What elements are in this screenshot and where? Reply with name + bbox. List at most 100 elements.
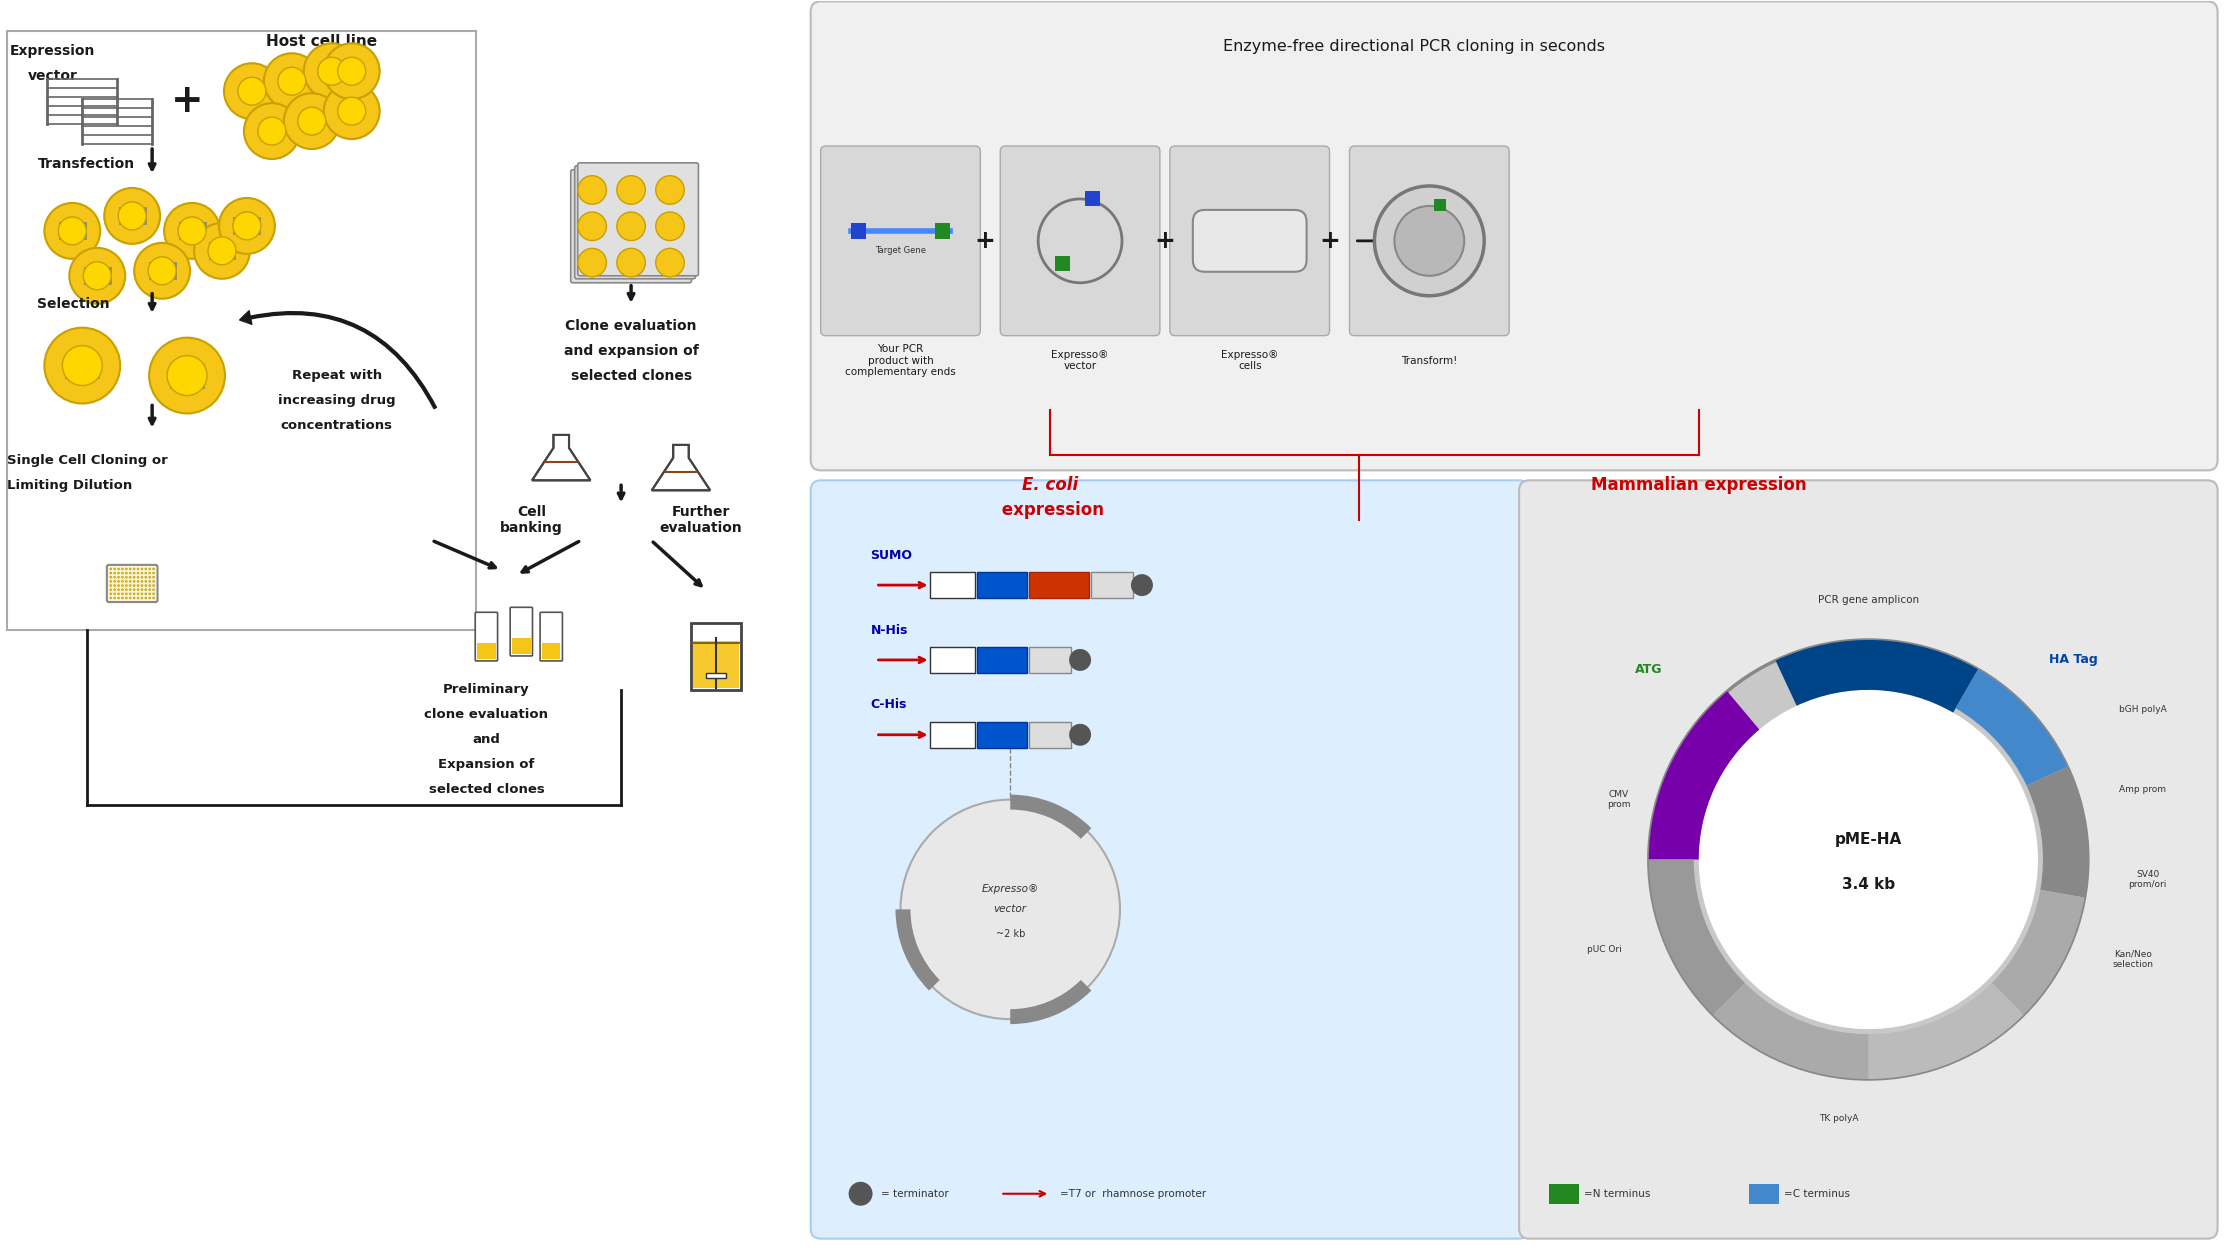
FancyBboxPatch shape: [1348, 146, 1510, 335]
FancyBboxPatch shape: [475, 612, 497, 662]
Circle shape: [338, 97, 365, 125]
Circle shape: [325, 43, 379, 100]
Wedge shape: [1649, 692, 1758, 859]
Text: concentrations: concentrations: [280, 420, 392, 432]
Circle shape: [45, 328, 121, 403]
Wedge shape: [1868, 983, 2023, 1079]
Text: Target Gene: Target Gene: [876, 247, 925, 256]
Circle shape: [305, 43, 361, 100]
FancyBboxPatch shape: [108, 564, 157, 602]
Text: Limiting Dilution: Limiting Dilution: [7, 479, 132, 491]
FancyBboxPatch shape: [511, 607, 533, 656]
Text: Clone evaluation: Clone evaluation: [564, 319, 697, 333]
Bar: [1028, 722, 1071, 747]
Text: Stop: Stop: [1100, 580, 1122, 590]
FancyBboxPatch shape: [820, 146, 981, 335]
FancyBboxPatch shape: [1519, 480, 2218, 1239]
Text: CMV
prom: CMV prom: [1606, 790, 1631, 809]
Circle shape: [656, 175, 683, 204]
Circle shape: [338, 57, 365, 86]
Text: Transform!: Transform!: [1402, 355, 1458, 365]
Text: +: +: [1319, 229, 1340, 253]
Circle shape: [616, 175, 645, 204]
Text: RBS ATG: RBS ATG: [934, 655, 972, 664]
Text: vector: vector: [27, 69, 78, 83]
Circle shape: [1698, 690, 2038, 1029]
Circle shape: [656, 212, 683, 241]
Circle shape: [284, 93, 340, 149]
Text: Cell
banking: Cell banking: [500, 505, 562, 536]
Circle shape: [616, 212, 645, 241]
Bar: [1434, 199, 1447, 210]
Text: T: T: [1138, 581, 1145, 590]
Circle shape: [318, 57, 345, 86]
Circle shape: [298, 107, 325, 135]
FancyBboxPatch shape: [1194, 210, 1306, 272]
Circle shape: [119, 202, 146, 229]
Bar: [1084, 192, 1100, 205]
Wedge shape: [1991, 890, 2085, 1014]
Text: His₆: His₆: [990, 655, 1015, 665]
Text: Your PCR
product with
complementary ends: Your PCR product with complementary ends: [844, 344, 956, 377]
Text: bGH polyA: bGH polyA: [2119, 706, 2166, 714]
Text: pME-HA: pME-HA: [1835, 832, 1902, 847]
Circle shape: [220, 198, 276, 253]
Text: +: +: [1154, 229, 1176, 253]
Circle shape: [578, 212, 607, 241]
Bar: [7, 32, 477, 630]
Text: +: +: [170, 82, 204, 120]
Wedge shape: [1956, 669, 2068, 786]
Circle shape: [1068, 723, 1091, 746]
Text: TK polyA: TK polyA: [1819, 1114, 1859, 1124]
Text: Mammalian expression: Mammalian expression: [1590, 476, 1805, 494]
Circle shape: [134, 243, 190, 299]
Text: Expresso®: Expresso®: [981, 885, 1039, 895]
Circle shape: [83, 262, 112, 290]
Circle shape: [237, 77, 267, 105]
Text: selected clones: selected clones: [428, 784, 544, 796]
Polygon shape: [533, 435, 591, 480]
Circle shape: [616, 248, 645, 277]
Wedge shape: [1010, 980, 1091, 1024]
Text: = terminator: = terminator: [880, 1188, 948, 1198]
Wedge shape: [1010, 795, 1091, 839]
Text: SUMO: SUMO: [1042, 580, 1075, 590]
FancyBboxPatch shape: [1001, 146, 1160, 335]
Circle shape: [179, 217, 206, 244]
Text: Further
evaluation: Further evaluation: [659, 505, 741, 536]
Circle shape: [69, 248, 125, 304]
Bar: [1749, 1184, 1779, 1203]
Bar: [1550, 1184, 1579, 1203]
Bar: [930, 722, 974, 747]
Text: Stop: Stop: [1039, 730, 1062, 740]
FancyBboxPatch shape: [540, 612, 562, 662]
Polygon shape: [652, 445, 710, 490]
Text: Amp prom: Amp prom: [2119, 785, 2166, 794]
Circle shape: [900, 800, 1120, 1019]
Bar: [477, 643, 495, 659]
Circle shape: [58, 217, 87, 244]
Circle shape: [63, 345, 103, 386]
Circle shape: [849, 1182, 874, 1206]
Wedge shape: [896, 910, 941, 990]
Text: Single Cell Cloning or: Single Cell Cloning or: [7, 454, 168, 467]
Circle shape: [1649, 640, 2088, 1079]
Text: HA Tag: HA Tag: [2050, 654, 2097, 667]
Circle shape: [1375, 186, 1485, 296]
Bar: [930, 646, 974, 673]
Circle shape: [148, 257, 177, 285]
FancyBboxPatch shape: [811, 1, 2218, 470]
Circle shape: [578, 175, 607, 204]
Text: pUC Ori: pUC Ori: [1586, 945, 1622, 954]
FancyBboxPatch shape: [811, 480, 1530, 1239]
Circle shape: [164, 203, 220, 258]
FancyBboxPatch shape: [1169, 146, 1331, 335]
Text: RBS ATG: RBS ATG: [934, 731, 972, 740]
Text: ~2 kb: ~2 kb: [995, 930, 1026, 939]
Text: Stop: Stop: [1039, 655, 1062, 665]
Text: Enzyme-free directional PCR cloning in seconds: Enzyme-free directional PCR cloning in s…: [1223, 39, 1606, 54]
Bar: [1028, 572, 1089, 598]
Text: Expression: Expression: [9, 44, 94, 58]
Wedge shape: [2027, 767, 2088, 897]
Text: Expresso®
cells: Expresso® cells: [1221, 350, 1279, 372]
